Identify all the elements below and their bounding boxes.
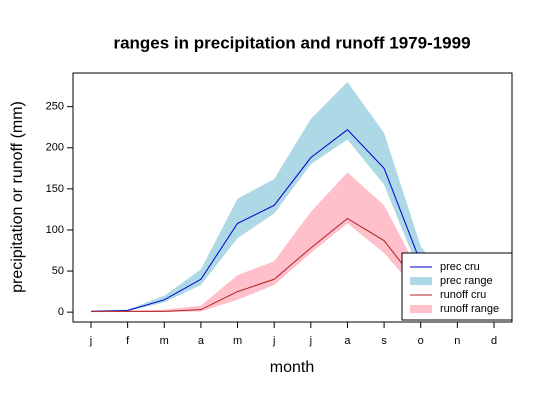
legend-label: prec cru xyxy=(440,261,480,273)
y-tick-label: 0 xyxy=(58,306,64,318)
x-tick-label: f xyxy=(126,335,130,347)
x-tick-label: m xyxy=(233,335,242,347)
x-tick-label: j xyxy=(309,335,312,347)
x-tick-label: s xyxy=(381,335,387,347)
x-tick-label: j xyxy=(89,335,92,347)
x-tick-label: o xyxy=(418,335,424,347)
x-tick-label: n xyxy=(454,335,460,347)
legend-label: runoff range xyxy=(440,303,499,315)
x-tick-label: a xyxy=(198,335,205,347)
plot-frame xyxy=(72,72,513,323)
y-axis-label: precipitation or runoff (mm) xyxy=(9,101,26,293)
y-tick-label: 250 xyxy=(46,101,64,113)
y-tick-label: 100 xyxy=(46,224,64,236)
x-axis-label: month xyxy=(270,359,314,376)
chart-title: ranges in precipitation and runoff 1979-… xyxy=(113,33,470,52)
legend-label: prec range xyxy=(440,275,493,287)
x-tick-label: a xyxy=(344,335,351,347)
x-tick-label: j xyxy=(272,335,275,347)
x-tick-label: d xyxy=(491,335,497,347)
y-tick-label: 150 xyxy=(46,183,64,195)
y-tick-label: 50 xyxy=(52,265,64,277)
y-tick-label: 200 xyxy=(46,142,64,154)
legend-label: runoff cru xyxy=(440,289,486,301)
x-tick-label: m xyxy=(160,335,169,347)
range-band xyxy=(91,172,494,313)
